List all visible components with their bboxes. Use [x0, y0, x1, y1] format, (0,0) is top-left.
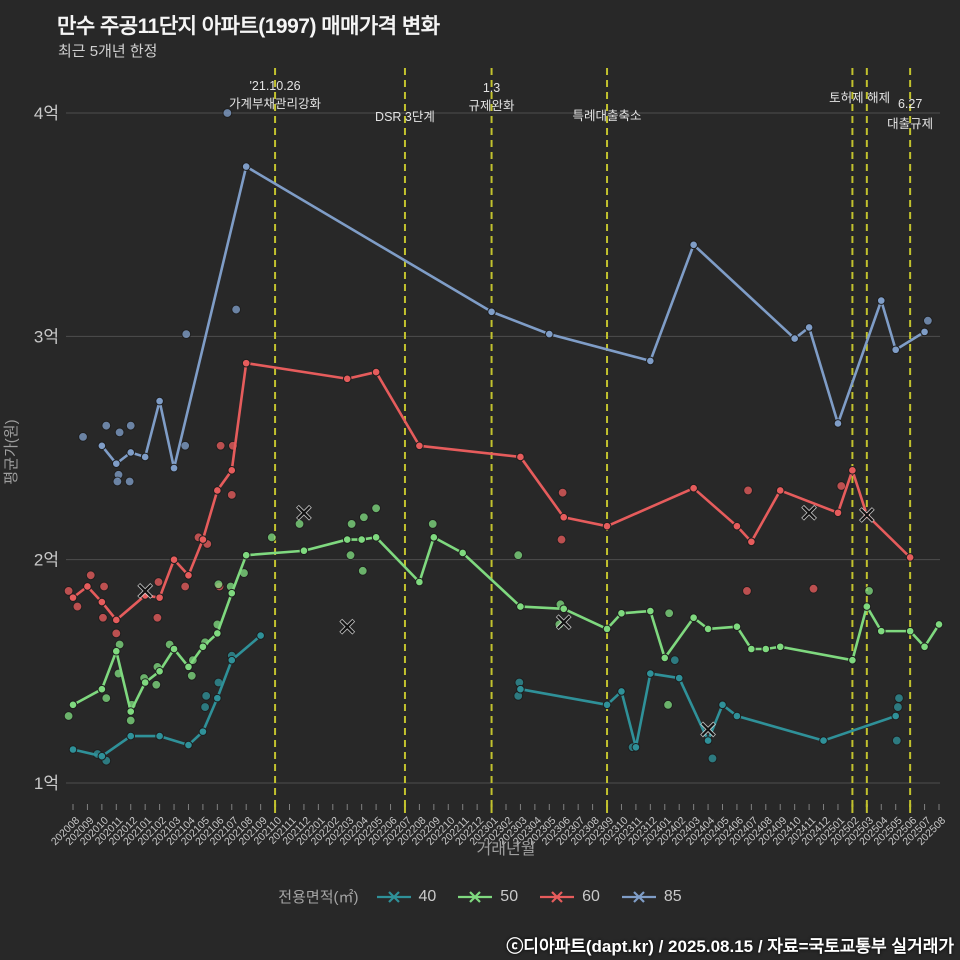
legend-item-60: 60: [540, 888, 600, 906]
axis-titles: 평균가(원) 거래년월: [3, 419, 535, 858]
svg-text:4억: 4억: [34, 104, 59, 123]
svg-text:1억: 1억: [34, 774, 59, 793]
legend-item-label: 60: [582, 887, 600, 905]
svg-text:DSR 3단계: DSR 3단계: [375, 110, 435, 124]
legend-items: 40 50 60 85: [376, 887, 682, 906]
svg-text:규제완화: 규제완화: [469, 99, 516, 113]
svg-text:'21.10.26: '21.10.26: [250, 79, 301, 93]
series-85: [78, 108, 933, 487]
svg-text:특례대출축소: 특례대출축소: [573, 109, 642, 123]
legend-marker-icon: [540, 890, 575, 903]
legend-item-label: 50: [500, 887, 519, 905]
svg-text:대출규제: 대출규제: [887, 117, 933, 131]
legend-marker-icon: [458, 890, 493, 903]
legend-item-label: 40: [418, 887, 437, 905]
legend-item-50: 50: [458, 888, 518, 906]
svg-text:1.3: 1.3: [483, 81, 500, 95]
svg-text:토허제 해제: 토허제 해제: [829, 91, 890, 105]
series-40: [68, 618, 904, 766]
chart-subtitle: 최근 5개년 한정: [58, 43, 158, 60]
series-50: [63, 503, 944, 726]
svg-text:2억: 2억: [34, 551, 59, 570]
legend-item-40: 40: [376, 887, 437, 906]
svg-text:평균가(원): 평균가(원): [3, 419, 20, 484]
svg-text:거래년월: 거래년월: [477, 840, 536, 858]
svg-text:가계부채관리강화: 가계부채관리강화: [229, 97, 322, 111]
legend-item-label: 85: [663, 887, 682, 905]
legend-item-85: 85: [621, 887, 682, 906]
legend-marker-icon: [376, 890, 411, 903]
svg-text:3억: 3억: [34, 327, 59, 346]
svg-text:6.27: 6.27: [898, 97, 922, 111]
series-60: [63, 358, 915, 639]
legend-marker-icon: [621, 890, 656, 903]
source-credit: ⓒ디아파트(dapt.kr) / 2025.08.15 / 자료=국토교통부 실…: [506, 937, 954, 956]
chart-title: 만수 주공11단지 아파트(1997) 매매가격 변화: [57, 15, 440, 38]
legend-title: 전용면적(㎡): [278, 889, 359, 906]
legend: 전용면적(㎡) 40 50 60 85: [0, 886, 960, 907]
